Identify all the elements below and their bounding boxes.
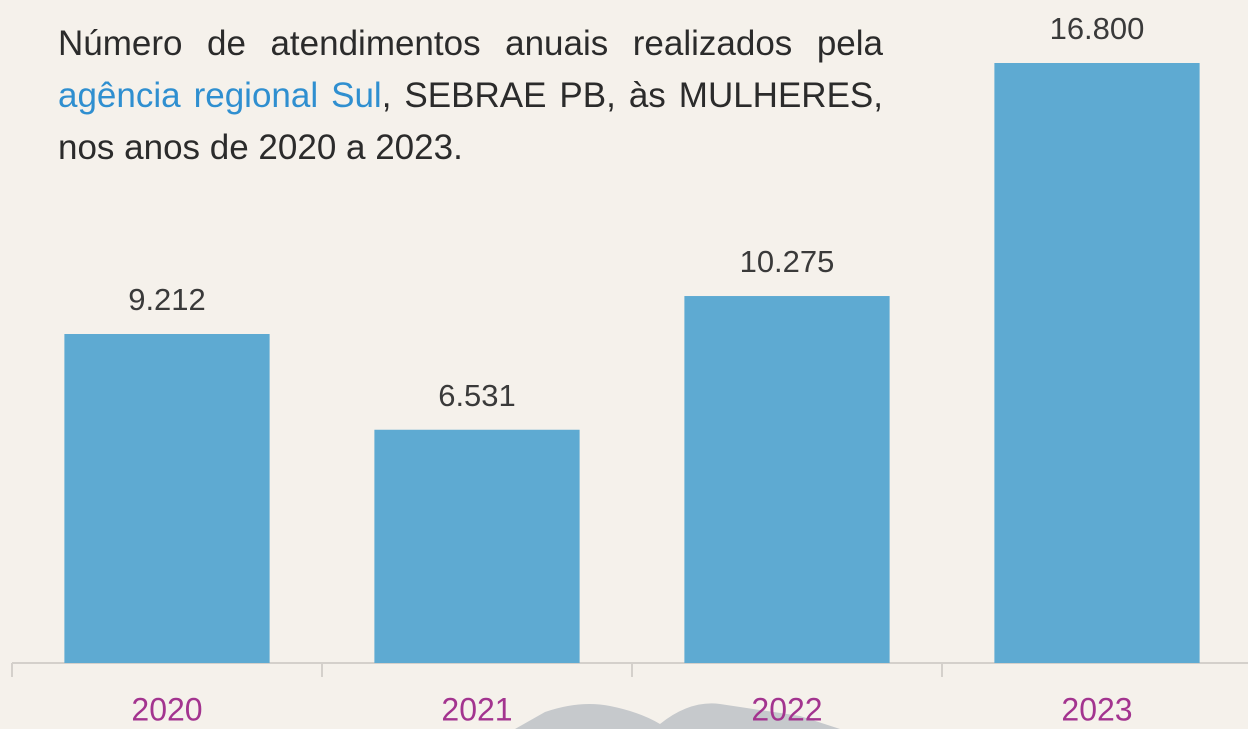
- title-part: , SEBRAE PB, às MULHERES, nos anos de 20…: [58, 76, 883, 167]
- x-tick-label: 2020: [131, 691, 202, 727]
- x-tick-label: 2021: [441, 691, 512, 727]
- x-tick-label: 2023: [1061, 691, 1132, 727]
- value-label: 10.275: [740, 244, 835, 279]
- title-highlight: agência regional Sul: [58, 76, 382, 115]
- chart-title: Número de atendimentos anuais realizados…: [58, 18, 883, 174]
- title-part: Número de atendimentos anuais realizados…: [58, 24, 883, 63]
- value-label: 9.212: [128, 282, 206, 317]
- decoration: [515, 703, 840, 729]
- bar: [374, 429, 580, 663]
- bar: [64, 334, 270, 663]
- bar: [994, 63, 1200, 663]
- x-tick-label: 2022: [751, 691, 822, 727]
- bar: [684, 296, 890, 663]
- value-label: 16.800: [1050, 11, 1145, 46]
- value-label: 6.531: [438, 378, 516, 413]
